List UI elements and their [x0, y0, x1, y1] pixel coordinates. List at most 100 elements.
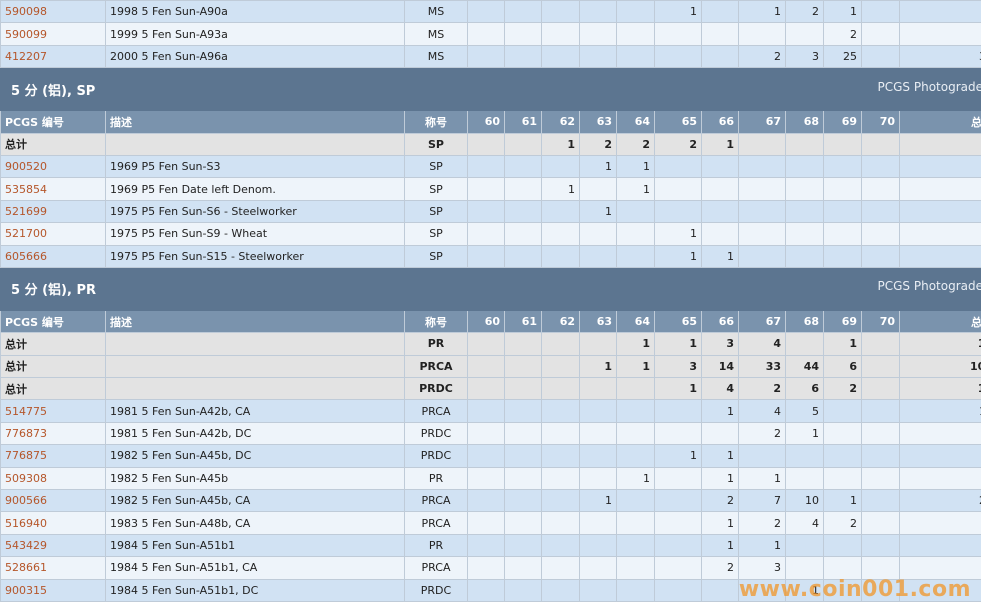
- pcgs-number-link[interactable]: 900520: [5, 160, 47, 174]
- column-header-grade: 70: [861, 110, 900, 134]
- pcgs-number-link[interactable]: 776873: [5, 427, 47, 441]
- grade-count-cell: [654, 511, 702, 535]
- grade-count-cell: [823, 399, 862, 423]
- description-cell: 1982 5 Fen Sun-A45b, CA: [105, 489, 405, 513]
- total-grade-count-cell: [861, 377, 900, 401]
- designation-cell: SP: [404, 177, 468, 201]
- grade-count-cell: [504, 177, 542, 201]
- row-total-cell: 2: [899, 177, 981, 201]
- pcgs-number-link[interactable]: 412207: [5, 49, 47, 63]
- total-grade-count-cell: [541, 377, 580, 401]
- column-header-description: 描述: [105, 309, 405, 334]
- total-label-cell: 总计: [0, 354, 106, 379]
- pcgs-number-link[interactable]: 521700: [5, 227, 47, 241]
- grade-count-cell: [504, 0, 542, 24]
- grade-count-cell: [467, 533, 505, 558]
- grade-count-cell: [504, 511, 542, 535]
- grade-count-cell: [654, 199, 702, 224]
- pcgs-number-link[interactable]: 900566: [5, 494, 47, 508]
- pcgs-number-cell: 776875: [0, 444, 106, 468]
- pcgs-number-link[interactable]: 590098: [5, 5, 47, 19]
- grade-count-cell: [738, 578, 786, 602]
- grade-count-cell: [861, 533, 900, 558]
- photograde-link[interactable]: PCGS Photograde: [877, 279, 981, 294]
- pcgs-number-link[interactable]: 528661: [5, 561, 47, 575]
- grade-count-cell: [823, 533, 862, 558]
- pcgs-number-cell: 521699: [0, 199, 106, 224]
- grade-count-cell: [738, 244, 786, 268]
- total-description-cell: [105, 377, 405, 401]
- pcgs-number-link[interactable]: 590099: [5, 27, 47, 41]
- grade-count-cell: [504, 466, 542, 491]
- grade-count-cell: 1: [823, 0, 862, 24]
- description-cell: 1982 5 Fen Sun-A45b: [105, 466, 405, 491]
- grade-count-cell: [616, 556, 655, 580]
- grade-count-cell: [541, 556, 580, 580]
- pcgs-number-link[interactable]: 605666: [5, 249, 47, 263]
- pcgs-number-link[interactable]: 543429: [5, 539, 47, 552]
- grade-count-cell: [616, 399, 655, 423]
- total-grade-count-cell: 1: [701, 132, 739, 156]
- grade-count-cell: [541, 511, 580, 535]
- grade-count-cell: [541, 154, 580, 179]
- grade-count-cell: [785, 466, 824, 491]
- grade-count-cell: [579, 0, 617, 24]
- total-label-cell: 总计: [0, 377, 106, 401]
- total-grade-count-cell: [785, 132, 824, 156]
- table-row: 535854 1969 P5 Fen Date left Denom.SP 1 1 2: [0, 177, 981, 201]
- table-row: 605666 1975 P5 Fen Sun-S15 - Steelworker S…: [0, 244, 981, 268]
- pcgs-number-link[interactable]: 521699: [5, 204, 47, 218]
- grade-count-cell: [616, 578, 655, 602]
- grade-count-cell: 1: [738, 0, 786, 24]
- column-header-grade: 62: [541, 110, 580, 134]
- grade-count-cell: [785, 199, 824, 224]
- total-grade-count-cell: [504, 332, 542, 356]
- grand-total-cell: 15: [899, 377, 981, 401]
- pcgs-number-cell: 900520: [0, 154, 106, 179]
- total-grade-count-cell: 2: [654, 132, 702, 156]
- grade-count-cell: [467, 177, 505, 201]
- grade-count-cell: [579, 421, 617, 446]
- grade-count-cell: [541, 466, 580, 491]
- row-total-cell: 2: [899, 22, 981, 46]
- row-total-cell: 2: [899, 244, 981, 268]
- total-grade-count-cell: [823, 132, 862, 156]
- pcgs-number-link[interactable]: 516940: [5, 516, 47, 530]
- grade-count-cell: [701, 578, 739, 602]
- total-grade-count-cell: 33: [738, 354, 786, 379]
- photograde-link[interactable]: PCGS Photograde: [877, 79, 981, 94]
- pcgs-number-cell: 516940: [0, 511, 106, 535]
- grade-count-cell: [785, 177, 824, 201]
- pcgs-number-link[interactable]: 535854: [5, 182, 47, 196]
- grade-count-cell: [861, 556, 900, 580]
- grade-count-cell: [654, 578, 702, 602]
- grade-count-cell: [467, 556, 505, 580]
- pcgs-number-link[interactable]: 514775: [5, 404, 47, 418]
- grade-count-cell: 1: [823, 489, 862, 513]
- grade-count-cell: [467, 444, 505, 468]
- total-grade-count-cell: [504, 354, 542, 379]
- grade-count-cell: [504, 489, 542, 513]
- grade-count-cell: [654, 177, 702, 201]
- description-cell: 1975 P5 Fen Sun-S15 - Steelworker: [105, 244, 405, 268]
- pcgs-number-link[interactable]: 900315: [5, 583, 47, 597]
- column-header-grade: 65: [654, 110, 702, 134]
- column-header-grade: 66: [701, 309, 739, 334]
- grade-count-cell: 1: [738, 466, 786, 491]
- total-grade-count-cell: 2: [579, 132, 617, 156]
- grade-count-cell: [701, 421, 739, 446]
- total-description-cell: [105, 132, 405, 156]
- description-cell: 1975 P5 Fen Sun-S9 - Wheat: [105, 222, 405, 246]
- pcgs-number-link[interactable]: 776875: [5, 449, 47, 463]
- grade-count-cell: [738, 177, 786, 201]
- total-grade-count-cell: [861, 354, 900, 379]
- description-cell: 1984 5 Fen Sun-A51b1, CA: [105, 556, 405, 580]
- grade-count-cell: [738, 154, 786, 179]
- grade-count-cell: [541, 489, 580, 513]
- grade-count-cell: [861, 199, 900, 224]
- pcgs-number-link[interactable]: 509308: [5, 471, 47, 485]
- grade-count-cell: [541, 444, 580, 468]
- grade-count-cell: 1: [701, 511, 739, 535]
